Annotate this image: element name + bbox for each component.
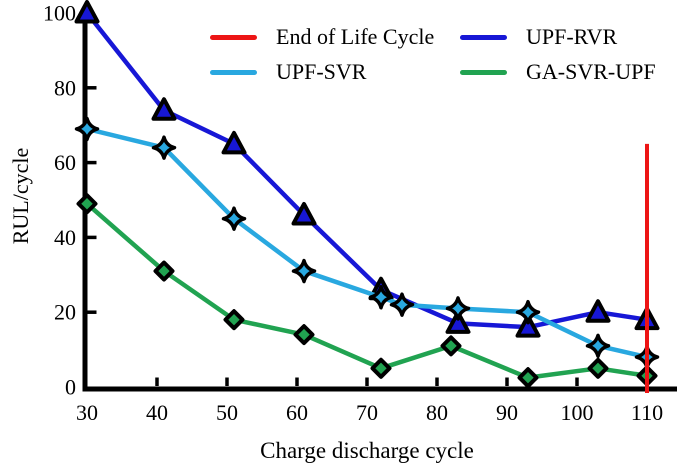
marker-upf-svr	[368, 284, 394, 310]
legend-item-ga-svr-upf: GA-SVR-UPF	[460, 59, 656, 85]
x-tick-label: 30	[76, 400, 98, 425]
y-axis-title: RUL/cycle	[8, 147, 33, 245]
marker-upf-rvr	[221, 130, 247, 155]
marker-ga-svr-upf	[293, 324, 315, 346]
marker-upf-svr	[291, 258, 317, 284]
y-tick-label: 40	[54, 225, 76, 250]
x-tick-label: 70	[356, 400, 378, 425]
legend-item-upf-svr: UPF-SVR	[210, 59, 460, 85]
legend-swatch-upf-svr	[210, 69, 257, 75]
legend-swatch-ga-svr-upf	[460, 69, 507, 75]
marker-ga-svr-upf	[587, 357, 609, 379]
x-tick-label: 40	[146, 400, 168, 425]
x-tick-label: 90	[496, 400, 518, 425]
marker-upf-svr	[221, 206, 247, 231]
x-tick-label: 60	[286, 400, 308, 425]
marker-upf-svr	[74, 116, 100, 142]
marker-upf-rvr	[585, 299, 611, 323]
marker-upf-rvr	[74, 0, 100, 24]
x-axis-title: Charge discharge cycle	[260, 438, 474, 463]
y-tick-label: 0	[65, 375, 76, 400]
marker-ga-svr-upf	[153, 260, 175, 282]
legend-item-end-of-life-cycle: End of Life Cycle	[210, 24, 460, 50]
marker-ga-svr-upf	[76, 193, 98, 215]
marker-ga-svr-upf	[370, 357, 392, 379]
x-tick-label: 100	[561, 400, 594, 425]
y-tick-label: 100	[43, 1, 76, 26]
x-tick-label: 50	[216, 400, 238, 425]
y-tick-label: 20	[54, 300, 76, 325]
x-tick-label: 80	[426, 400, 448, 425]
marker-upf-svr	[515, 299, 541, 325]
marker-upf-svr	[585, 333, 611, 359]
y-tick-label: 60	[54, 150, 76, 175]
legend-label: UPF-RVR	[526, 24, 618, 49]
marker-ga-svr-upf	[223, 309, 245, 331]
marker-ga-svr-upf	[440, 335, 462, 357]
y-tick-label: 80	[54, 75, 76, 100]
legend-swatch-end-of-life-cycle	[210, 34, 257, 40]
marker-upf-svr	[151, 135, 177, 160]
legend-label: UPF-SVR	[276, 59, 367, 84]
x-tick-label: 110	[631, 400, 663, 425]
legend: End of Life Cycle UPF-RVR UPF-SVR GA-SVR…	[210, 24, 656, 85]
marker-upf-rvr	[515, 314, 541, 338]
legend-item-upf-rvr: UPF-RVR	[460, 24, 656, 50]
marker-ga-svr-upf	[517, 367, 539, 389]
marker-upf-rvr	[445, 310, 471, 334]
legend-label: End of Life Cycle	[276, 24, 435, 49]
marker-upf-rvr	[291, 201, 317, 226]
marker-upf-rvr	[151, 97, 177, 121]
marker-upf-svr	[389, 292, 415, 317]
legend-label: GA-SVR-UPF	[526, 59, 656, 84]
series-line-upf-svr	[84, 126, 650, 360]
legend-swatch-upf-rvr	[460, 34, 507, 40]
marker-upf-svr	[445, 296, 471, 321]
